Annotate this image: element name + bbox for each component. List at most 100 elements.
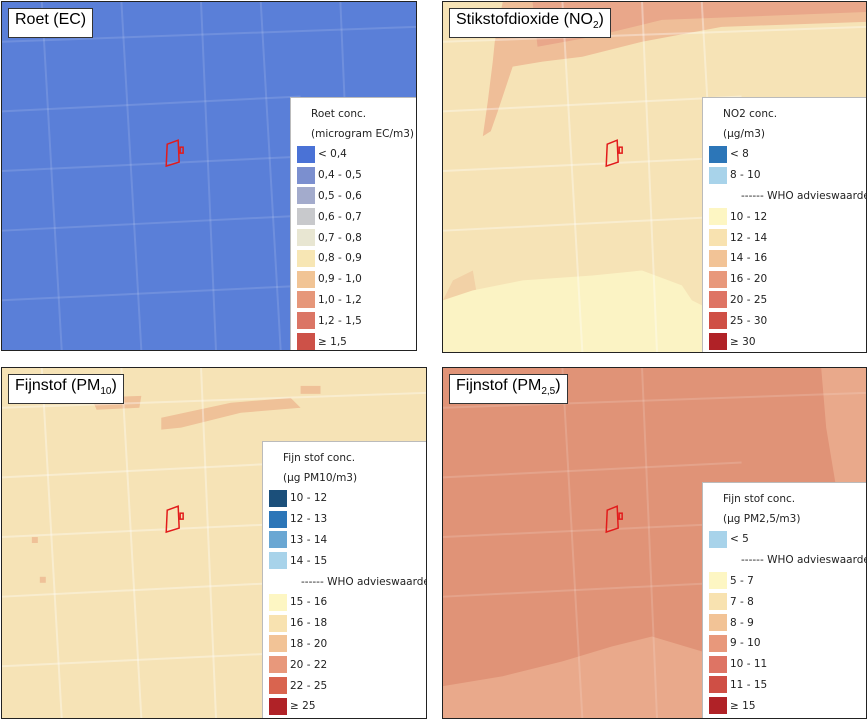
legend-label: 12 - 14 — [730, 231, 768, 244]
legend-label: 16 - 18 — [290, 617, 328, 630]
legend-label: 10 - 11 — [730, 658, 768, 671]
site-outline — [165, 505, 184, 534]
legend-swatch — [297, 312, 315, 330]
legend-item: 18 - 20 — [269, 634, 421, 655]
site-outline — [605, 139, 623, 168]
legend-label: 15 - 16 — [290, 596, 328, 609]
legend-label: 11 - 15 — [730, 678, 768, 691]
legend-label: 0,6 - 0,7 — [318, 210, 362, 223]
panel-title: Fijnstof (PM10) — [8, 374, 124, 405]
legend-item: 10 - 12 — [269, 488, 421, 509]
legend-swatch — [297, 166, 315, 184]
site-outline — [165, 139, 184, 168]
legend-swatch — [269, 573, 287, 590]
legend-item: ≥ 25 — [269, 696, 421, 717]
legend-swatch — [709, 634, 727, 652]
legend-label: < 5 — [730, 533, 749, 546]
legend-swatch — [709, 614, 727, 632]
legend-label: 1,2 - 1,5 — [318, 314, 362, 327]
legend-swatch — [709, 593, 727, 611]
legend-item: 9 - 10 — [709, 633, 861, 654]
legend-item: 15 - 16 — [269, 592, 421, 613]
legend-item: 14 - 15 — [269, 550, 421, 571]
legend-label: 20 - 25 — [730, 293, 768, 306]
legend-item: 0,4 - 0,5 — [297, 165, 411, 186]
legend-item: 1,2 - 1,5 — [297, 310, 411, 331]
legend-label: 9 - 10 — [730, 637, 761, 650]
legend-item: 25 - 30 — [709, 310, 861, 331]
legend-swatch — [297, 187, 315, 205]
legend-swatch — [709, 166, 727, 184]
legend-item: 0,6 - 0,7 — [297, 206, 411, 227]
legend-item: 20 - 22 — [269, 654, 421, 675]
legend-label: 20 - 22 — [290, 658, 328, 671]
legend-title: NO2 conc. — [723, 108, 778, 120]
legend-swatch — [297, 249, 315, 267]
legend-item: 13 - 14 — [269, 530, 421, 551]
legend-swatch — [297, 333, 315, 350]
legend-item: 10 - 12 — [709, 206, 861, 227]
legend-label: ------ WHO advieswaarde — [741, 554, 867, 567]
legend-label: 10 - 12 — [730, 210, 768, 223]
legend-swatch — [269, 510, 287, 528]
legend-item: 11 - 15 — [709, 675, 861, 696]
legend-swatch — [709, 655, 727, 673]
legend-item: 0,7 - 0,8 — [297, 227, 411, 248]
legend-swatch — [709, 270, 727, 288]
legend-label: 16 - 20 — [730, 273, 768, 286]
legend-swatch — [709, 552, 727, 569]
legend-swatch — [269, 593, 287, 611]
legend-label: 0,8 - 0,9 — [318, 252, 362, 265]
legend-title: Fijn stof conc. — [283, 452, 356, 464]
legend-item: 12 - 14 — [709, 227, 861, 248]
legend-separator: ------ WHO advieswaarde — [709, 186, 866, 207]
legend-item: ≥ 30 — [709, 331, 861, 352]
legend-swatch — [269, 656, 287, 674]
legend-label: 22 - 25 — [290, 679, 328, 692]
legend-swatch — [709, 530, 727, 548]
legend-label: 25 - 30 — [730, 314, 768, 327]
legend-swatch — [297, 270, 315, 288]
legend-swatch — [297, 208, 315, 226]
legend-title: Fijn stof conc. — [723, 493, 796, 505]
legend-separator: ------ WHO advieswaarde — [269, 571, 426, 592]
site-outline — [605, 505, 623, 534]
panel-title: Fijnstof (PM2,5) — [449, 374, 568, 405]
legend-swatch — [297, 229, 315, 247]
legend-swatch — [709, 697, 727, 715]
legend-item: 16 - 18 — [269, 613, 421, 634]
legend-unit: (microgram EC/m3) — [311, 128, 415, 140]
legend-label: ------ WHO advieswaarde — [741, 189, 867, 202]
legend-swatch — [709, 208, 727, 226]
legend-item: 5 - 7 — [709, 571, 861, 592]
legend-swatch — [269, 531, 287, 549]
legend-label: 5 - 7 — [730, 574, 754, 587]
legend-swatch — [709, 291, 727, 309]
legend-label: ≥ 1,5 — [318, 335, 347, 348]
panel-title: Roet (EC) — [8, 8, 94, 39]
legend-item: 20 - 25 — [709, 290, 861, 311]
legend-swatch — [269, 677, 287, 695]
legend-label: 0,4 - 0,5 — [318, 169, 362, 182]
legend-label: < 8 — [730, 148, 749, 161]
legend: Roet conc. (microgram EC/m3) < 0,4 0,4 - … — [290, 97, 416, 350]
legend-swatch — [709, 333, 727, 351]
legend-swatch — [709, 229, 727, 247]
legend-item: 7 - 8 — [709, 591, 861, 612]
legend-unit: (µg PM2,5/m3) — [723, 513, 801, 525]
legend: NO2 conc. (µg/m3) < 8 8 - 10 ------ WHO ad… — [702, 97, 866, 352]
legend-item: 8 - 9 — [709, 612, 861, 633]
legend-item: < 8 — [709, 144, 861, 165]
legend-item: 12 - 13 — [269, 509, 421, 530]
legend-swatch — [269, 552, 287, 570]
legend-item: 14 - 16 — [709, 248, 861, 269]
legend-unit: (µg PM10/m3) — [283, 472, 358, 484]
legend-label: 8 - 10 — [730, 169, 761, 182]
legend-swatch — [709, 572, 727, 590]
legend-label: 12 - 13 — [290, 513, 328, 526]
legend-item: 0,9 - 1,0 — [297, 269, 411, 290]
legend-label: 14 - 15 — [290, 554, 328, 567]
legend-label: 0,9 - 1,0 — [318, 273, 362, 286]
legend-label: ≥ 25 — [290, 700, 316, 713]
legend-item: < 5 — [709, 529, 861, 550]
